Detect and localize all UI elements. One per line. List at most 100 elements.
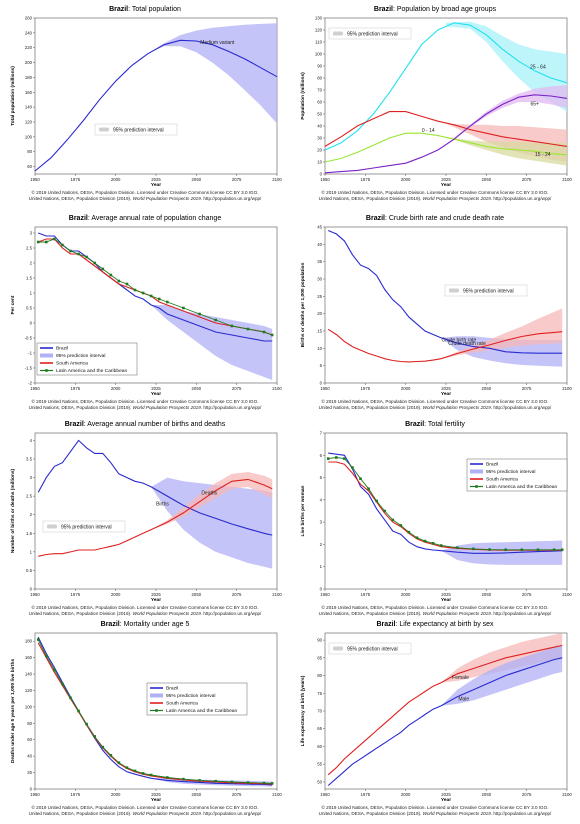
chart-panel-growth-rate: Brazil: Average annual rate of populatio…: [0, 214, 290, 418]
legend-marker: [475, 485, 478, 488]
series-annotation: Births: [156, 501, 169, 507]
y-tick-label: 120: [315, 28, 323, 33]
y-tick-label: 100: [315, 52, 323, 57]
series-marker: [101, 267, 105, 271]
x-axis-label: Year: [441, 797, 451, 803]
chart-svg: 1950 1975 2000 2025 2050 2075 2100 0 1 2 3 4 5 6 7 Year…: [300, 431, 572, 604]
credit-source-url: http://population.un.org/wpp/: [492, 405, 552, 410]
y-tick-label: 10: [317, 346, 322, 351]
x-tick-label: 2075: [522, 792, 532, 797]
y-tick-label: 70: [317, 709, 322, 714]
chart-panel-total-population: Brazil: Total population 1950 1975 2000 2025…: [0, 5, 290, 209]
x-tick-label: 2000: [401, 592, 411, 597]
y-tick-label: 0: [30, 587, 33, 592]
chart-panel-life-expectancy: Brazil: Life expectancy at birth by sex 1…: [290, 620, 580, 824]
x-tick-label: 2000: [111, 177, 121, 182]
y-tick-label: 70: [317, 88, 322, 93]
credit-text: © 2019 United Nations, DESA, Population …: [290, 399, 580, 411]
y-tick-label: 220: [25, 45, 33, 50]
credit-source-prefix: United Nations, DESA, Population Divisio…: [28, 611, 133, 616]
credit-source-title: World Population Prospects 2019.: [422, 611, 493, 616]
y-axis-label: Life expectancy at birth (years): [300, 675, 306, 746]
y-tick-label: 80: [317, 673, 322, 678]
series-marker: [133, 288, 137, 292]
credit-line-source: United Nations, DESA, Population Divisio…: [0, 196, 290, 202]
series-line-deaths: [38, 478, 273, 557]
x-tick-label: 2025: [151, 177, 161, 182]
series-marker: [117, 761, 121, 765]
y-axis-label: Live births per woman: [300, 485, 306, 536]
x-tick-label: 2100: [272, 177, 282, 182]
x-tick-label: 2100: [562, 792, 572, 797]
series-marker: [415, 536, 419, 540]
y-tick-label: 160: [25, 655, 33, 660]
series-marker: [431, 542, 435, 545]
chart-title: Brazil: Average annual rate of populatio…: [0, 214, 290, 224]
chart-subject: : Life expectancy at birth by sex: [395, 621, 494, 628]
credit-text: © 2019 United Nations, DESA, Population …: [0, 805, 290, 817]
y-tick-label: 35: [317, 259, 322, 264]
series-marker: [198, 779, 201, 782]
series-marker: [552, 548, 556, 552]
series-marker: [149, 773, 153, 777]
credit-line-license: © 2019 United Nations, DESA, Population …: [321, 805, 549, 810]
y-tick-label: 60: [27, 737, 32, 742]
credit-source-title: World Population Prospects 2019.: [132, 196, 203, 201]
series-annotation: 65+: [530, 102, 539, 108]
y-tick-label: 3: [320, 520, 323, 525]
credit-line-source: United Nations, DESA, Population Divisio…: [0, 405, 290, 411]
y-axis-label: Births or deaths per 1,000 population: [300, 263, 306, 348]
x-tick-label: 1975: [71, 792, 81, 797]
chart-subject: : Crude birth rate and crude death rate: [384, 215, 505, 222]
y-tick-label: 3: [30, 231, 33, 236]
series-marker: [44, 240, 48, 244]
series-marker: [214, 318, 217, 322]
y-tick-label: 4: [320, 497, 323, 502]
y-tick-label: 25: [317, 294, 322, 299]
y-tick-label: 60: [317, 744, 322, 749]
y-tick-label: 40: [317, 124, 322, 129]
x-tick-label: 2000: [401, 792, 411, 797]
series-marker: [262, 330, 266, 334]
x-tick-label: 2050: [482, 386, 492, 391]
legend-item-label: South America: [166, 701, 198, 707]
legend-box: [466, 458, 568, 492]
series-marker: [157, 297, 161, 301]
credit-source-title: World Population Prospects 2019.: [132, 811, 203, 816]
chart-panel-under5-mortality: Brazil: Mortality under age 5 1950 1975 200…: [0, 620, 290, 824]
chart-country: Brazil: [100, 621, 120, 628]
y-tick-label: 130: [315, 16, 323, 21]
y-tick-label: 0: [30, 787, 33, 792]
legend-box: [444, 284, 528, 297]
legend-box: [36, 342, 138, 376]
credit-text: © 2019 United Nations, DESA, Population …: [290, 190, 580, 202]
legend-swatch: [449, 288, 459, 293]
legend-item-label: 95% prediction interval: [486, 469, 535, 475]
y-tick-label: 55: [317, 762, 322, 767]
y-tick-label: 80: [317, 76, 322, 81]
credit-source-prefix: United Nations, DESA, Population Divisio…: [28, 811, 133, 816]
y-tick-label: 1: [30, 291, 33, 296]
credit-source-url: http://population.un.org/wpp/: [492, 611, 552, 616]
y-tick-label: 1: [320, 564, 323, 569]
credit-source-title: World Population Prospects 2019.: [422, 811, 493, 816]
x-tick-label: 2050: [482, 177, 492, 182]
series-marker: [383, 509, 386, 513]
y-tick-label: 110: [315, 40, 322, 45]
x-tick-label: 2025: [441, 386, 451, 391]
series-marker: [77, 709, 80, 713]
credit-source-url: http://population.un.org/wpp/: [202, 405, 262, 410]
credit-text: © 2019 United Nations, DESA, Population …: [0, 190, 290, 202]
credit-line-license: © 2019 United Nations, DESA, Population …: [321, 605, 549, 610]
credit-source-prefix: United Nations, DESA, Population Divisio…: [318, 811, 423, 816]
x-tick-label: 1950: [320, 177, 330, 182]
y-tick-label: 90: [317, 638, 322, 643]
chart-title: Brazil: Average annual number of births …: [0, 420, 290, 430]
x-axis-label: Year: [441, 597, 451, 603]
y-tick-label: 20: [27, 770, 32, 775]
y-axis-label: Number of births or deaths (millions): [10, 468, 16, 553]
x-tick-label: 2025: [151, 592, 161, 597]
credit-line-source: United Nations, DESA, Population Divisio…: [0, 611, 290, 617]
credit-line-license: © 2019 United Nations, DESA, Population …: [321, 190, 549, 195]
